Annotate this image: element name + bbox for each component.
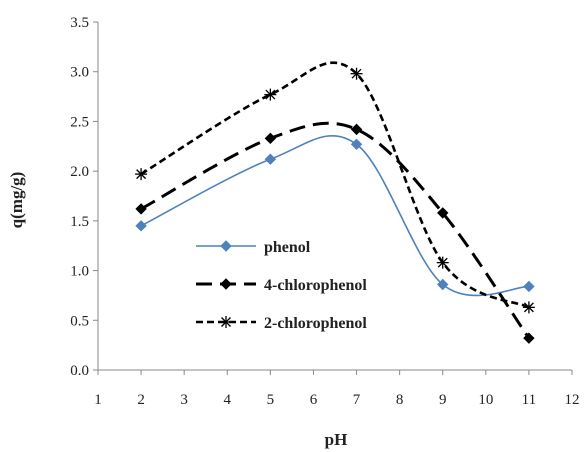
- data-point-4-chlorophenol: [264, 132, 277, 145]
- x-tick-label: 12: [565, 392, 580, 408]
- series-2-chlorophenol: [135, 61, 535, 314]
- series-line-2-chlorophenol: [140, 61, 530, 309]
- data-point-4-chlorophenol: [135, 203, 147, 215]
- x-tick-label: 4: [224, 392, 232, 408]
- legend-item-4-chlorophenol: 4-chlorophenol: [196, 277, 367, 294]
- y-tick-label: 0.5: [70, 313, 89, 329]
- x-tick-label: 6: [310, 392, 318, 408]
- x-tick-label: 8: [396, 392, 404, 408]
- legend-item-2-chlorophenol: 2-chlorophenol: [196, 315, 367, 332]
- data-point-phenol: [135, 220, 147, 232]
- legend-item-phenol: phenol: [196, 239, 311, 256]
- x-tick-labels: 1 2 3 4 5 6 7 8 9 10 11 12: [94, 392, 579, 408]
- data-point-2-chlorophenol: [135, 168, 148, 181]
- data-point-4-chlorophenol: [350, 123, 363, 136]
- legend-marker-4-chlorophenol: [220, 278, 232, 290]
- y-tick-labels: 0.0 0.5 1.0 1.5 2.0 2.5 3.0 3.5: [70, 15, 89, 379]
- series-line-phenol: [140, 134, 529, 297]
- y-tick-label: 1.0: [70, 264, 89, 280]
- data-point-2-chlorophenol: [522, 301, 535, 314]
- data-point-4-chlorophenol: [437, 207, 449, 219]
- x-tick-label: 3: [180, 392, 188, 408]
- data-point-2-chlorophenol: [264, 88, 277, 101]
- legend-label-4-chlorophenol: 4-chlorophenol: [264, 277, 367, 294]
- y-tick-label: 1.5: [70, 214, 89, 230]
- y-tick-label: 3.0: [70, 65, 89, 81]
- x-axis-title: pH: [325, 430, 348, 449]
- y-tick-label: 2.5: [70, 114, 89, 130]
- data-point-2-chlorophenol: [436, 256, 449, 269]
- y-tick-label: 0.0: [70, 363, 89, 379]
- y-tick-label: 3.5: [70, 15, 89, 31]
- data-point-phenol: [523, 280, 535, 293]
- legend-marker-phenol: [220, 240, 232, 252]
- data-point-4-chlorophenol: [523, 332, 535, 344]
- x-tick-label: 5: [267, 392, 275, 408]
- x-tick-label: 9: [439, 392, 447, 408]
- x-tick-label: 1: [94, 392, 102, 408]
- series-phenol: [135, 134, 535, 297]
- series-layer: [135, 61, 535, 344]
- x-tick-label: 10: [478, 392, 493, 408]
- legend-label-phenol: phenol: [264, 239, 311, 256]
- data-point-phenol: [350, 138, 363, 151]
- series-line-4-chlorophenol: [140, 121, 531, 340]
- series-4-chlorophenol: [135, 121, 535, 344]
- legend: phenol 4-chlorophenol 2-chlorophenol: [196, 239, 367, 332]
- data-point-phenol: [264, 153, 277, 165]
- x-tick-label: 11: [522, 392, 536, 408]
- x-tick-label: 7: [353, 392, 361, 408]
- axes: [93, 21, 573, 375]
- legend-marker-2-chlorophenol: [220, 316, 232, 328]
- data-point-2-chlorophenol: [350, 67, 363, 80]
- x-tick-label: 2: [137, 392, 145, 408]
- y-axis-title: q(mg/g): [7, 172, 26, 229]
- data-point-phenol: [437, 278, 449, 291]
- y-tick-label: 2.0: [70, 164, 89, 180]
- legend-label-2-chlorophenol: 2-chlorophenol: [264, 315, 367, 332]
